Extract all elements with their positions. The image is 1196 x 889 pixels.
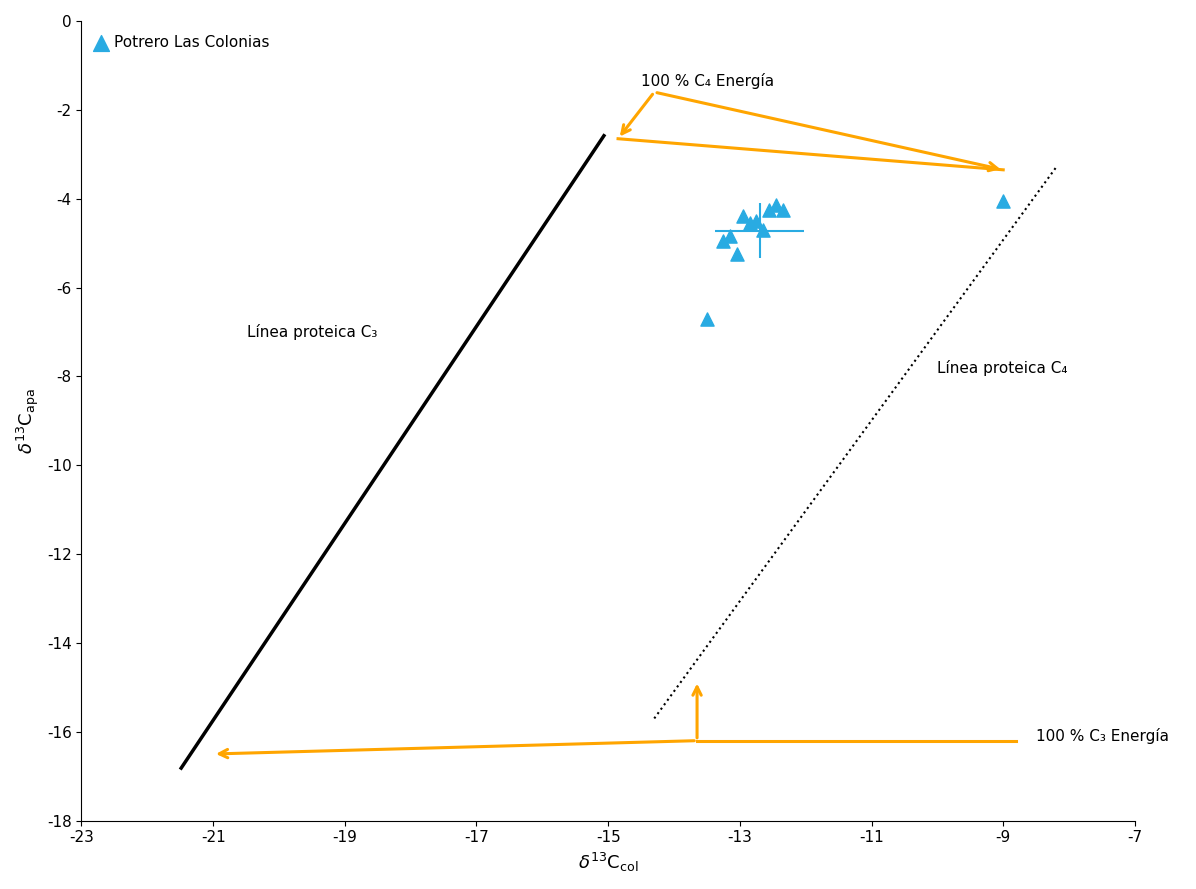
Potrero Las Colonias	[767, 198, 786, 212]
Potrero Las Colonias	[746, 213, 765, 228]
Potrero Las Colonias	[773, 203, 792, 217]
Potrero Las Colonias	[753, 222, 773, 236]
Potrero Las Colonias	[720, 229, 739, 244]
Legend: Potrero Las Colonias: Potrero Las Colonias	[89, 28, 275, 56]
Text: 100 % C₄ Energía: 100 % C₄ Energía	[641, 73, 774, 89]
Potrero Las Colonias	[759, 203, 779, 217]
Text: 100 % C₃ Energía: 100 % C₃ Energía	[1036, 728, 1170, 744]
Potrero Las Colonias	[994, 194, 1013, 208]
Text: Línea proteica C₃: Línea proteica C₃	[246, 324, 377, 340]
Potrero Las Colonias	[733, 209, 752, 223]
Potrero Las Colonias	[740, 216, 759, 230]
Y-axis label: $\delta^{13}$C$_{\rm apa}$: $\delta^{13}$C$_{\rm apa}$	[16, 388, 42, 453]
Text: Línea proteica C₄: Línea proteica C₄	[938, 359, 1068, 375]
Potrero Las Colonias	[714, 234, 733, 248]
Potrero Las Colonias	[697, 311, 716, 325]
X-axis label: $\delta^{13}$C$_{\rm col}$: $\delta^{13}$C$_{\rm col}$	[578, 851, 639, 874]
Potrero Las Colonias	[727, 247, 746, 261]
